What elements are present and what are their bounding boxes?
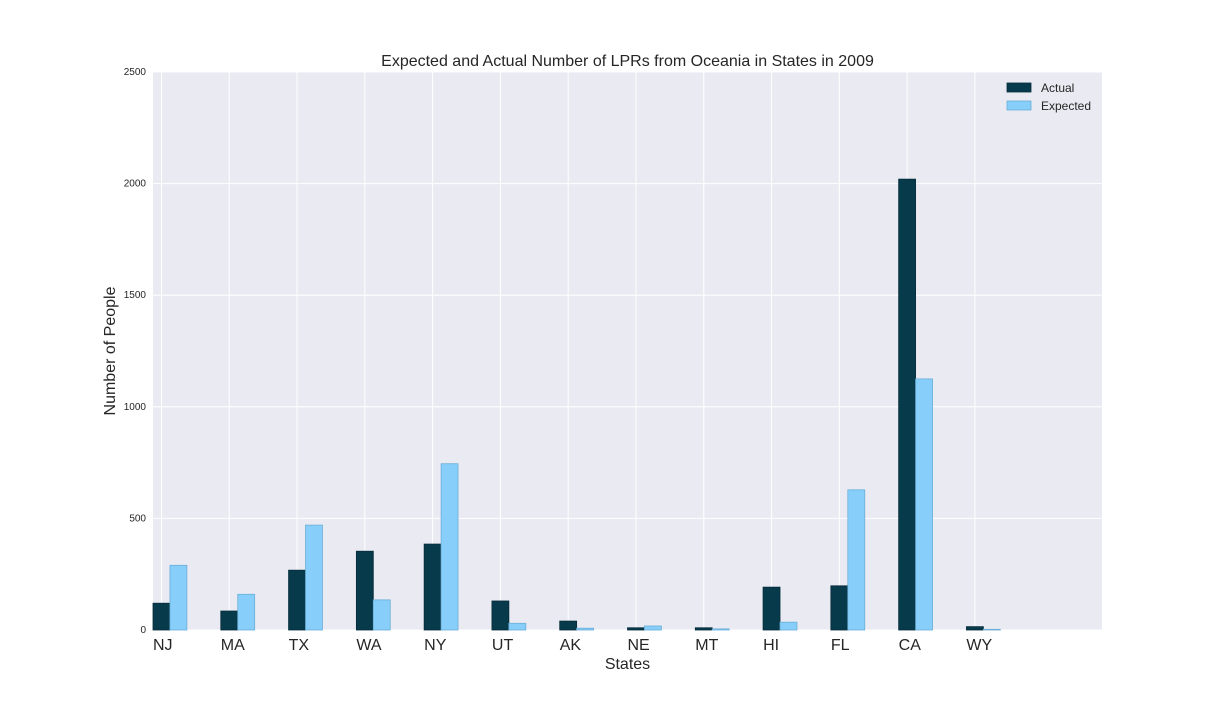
bar-actual-nj [152, 602, 171, 631]
y-tick-labels: 0 500 1000 1500 2000 2500 [124, 67, 147, 636]
y-tick-label: 0 [140, 625, 146, 636]
bar-actual-ma [220, 610, 239, 631]
bar-actual-tx [288, 569, 306, 631]
legend-label-actual: Actual [1041, 81, 1074, 95]
bar-expected-ut [508, 622, 527, 631]
y-tick-label: 500 [129, 513, 146, 524]
bar-expected-tx [305, 524, 323, 631]
bar-actual-ne [627, 627, 645, 631]
x-tick-label: UT [492, 637, 514, 654]
x-tick-label: NE [628, 637, 650, 654]
x-tick-label: MA [221, 637, 245, 654]
y-tick-label: 1000 [124, 402, 147, 413]
chart-title: Expected and Actual Number of LPRs from … [381, 53, 874, 70]
x-tick-label: HI [763, 637, 779, 654]
plot-area [153, 72, 1102, 630]
bar-expected-mt [711, 628, 730, 631]
x-tick-label: WA [356, 637, 382, 654]
bar-expected-nj [169, 564, 188, 631]
bar-expected-hi [779, 621, 798, 631]
y-axis-label: Number of People [102, 286, 119, 415]
bar-expected-ne [644, 625, 662, 631]
legend-swatch-expected [1006, 100, 1032, 111]
x-tick-label: CA [899, 637, 922, 654]
bar-actual-hi [762, 586, 781, 631]
x-axis-label: States [605, 656, 650, 673]
bar-actual-ca [898, 178, 916, 631]
x-tick-label: TX [289, 637, 310, 654]
legend-label-expected: Expected [1041, 99, 1091, 113]
x-tick-label: FL [831, 637, 850, 654]
bar-actual-mt [694, 627, 713, 631]
y-tick-label: 2500 [124, 67, 147, 78]
bar-actual-fl [830, 585, 849, 631]
bar-expected-ca [915, 378, 933, 631]
bar-actual-wa [355, 550, 374, 631]
x-tick-label: NY [424, 637, 447, 654]
bar-expected-fl [847, 489, 866, 631]
legend-swatch-actual [1006, 82, 1032, 93]
y-tick-label: 1500 [124, 290, 147, 301]
bar-expected-ny [440, 463, 459, 631]
bar-expected-wy [982, 628, 1001, 631]
bar-expected-ak [576, 627, 595, 631]
y-tick-label: 2000 [124, 179, 147, 190]
bar-expected-wa [372, 599, 391, 631]
bar-expected-ma [237, 593, 256, 631]
bar-actual-ut [491, 600, 510, 631]
bars [152, 178, 1001, 631]
legend: Actual Expected [1006, 81, 1091, 113]
bar-actual-ny [423, 543, 442, 631]
x-tick-labels: NJ MA TX WA NY UT AK NE MT HI FL CA WY [153, 637, 993, 654]
x-tick-label: WY [966, 637, 992, 654]
x-tick-label: MT [695, 637, 718, 654]
x-tick-label: NJ [153, 637, 173, 654]
x-tick-label: AK [560, 637, 582, 654]
bar-actual-wy [966, 626, 984, 631]
bar-actual-ak [559, 620, 578, 631]
